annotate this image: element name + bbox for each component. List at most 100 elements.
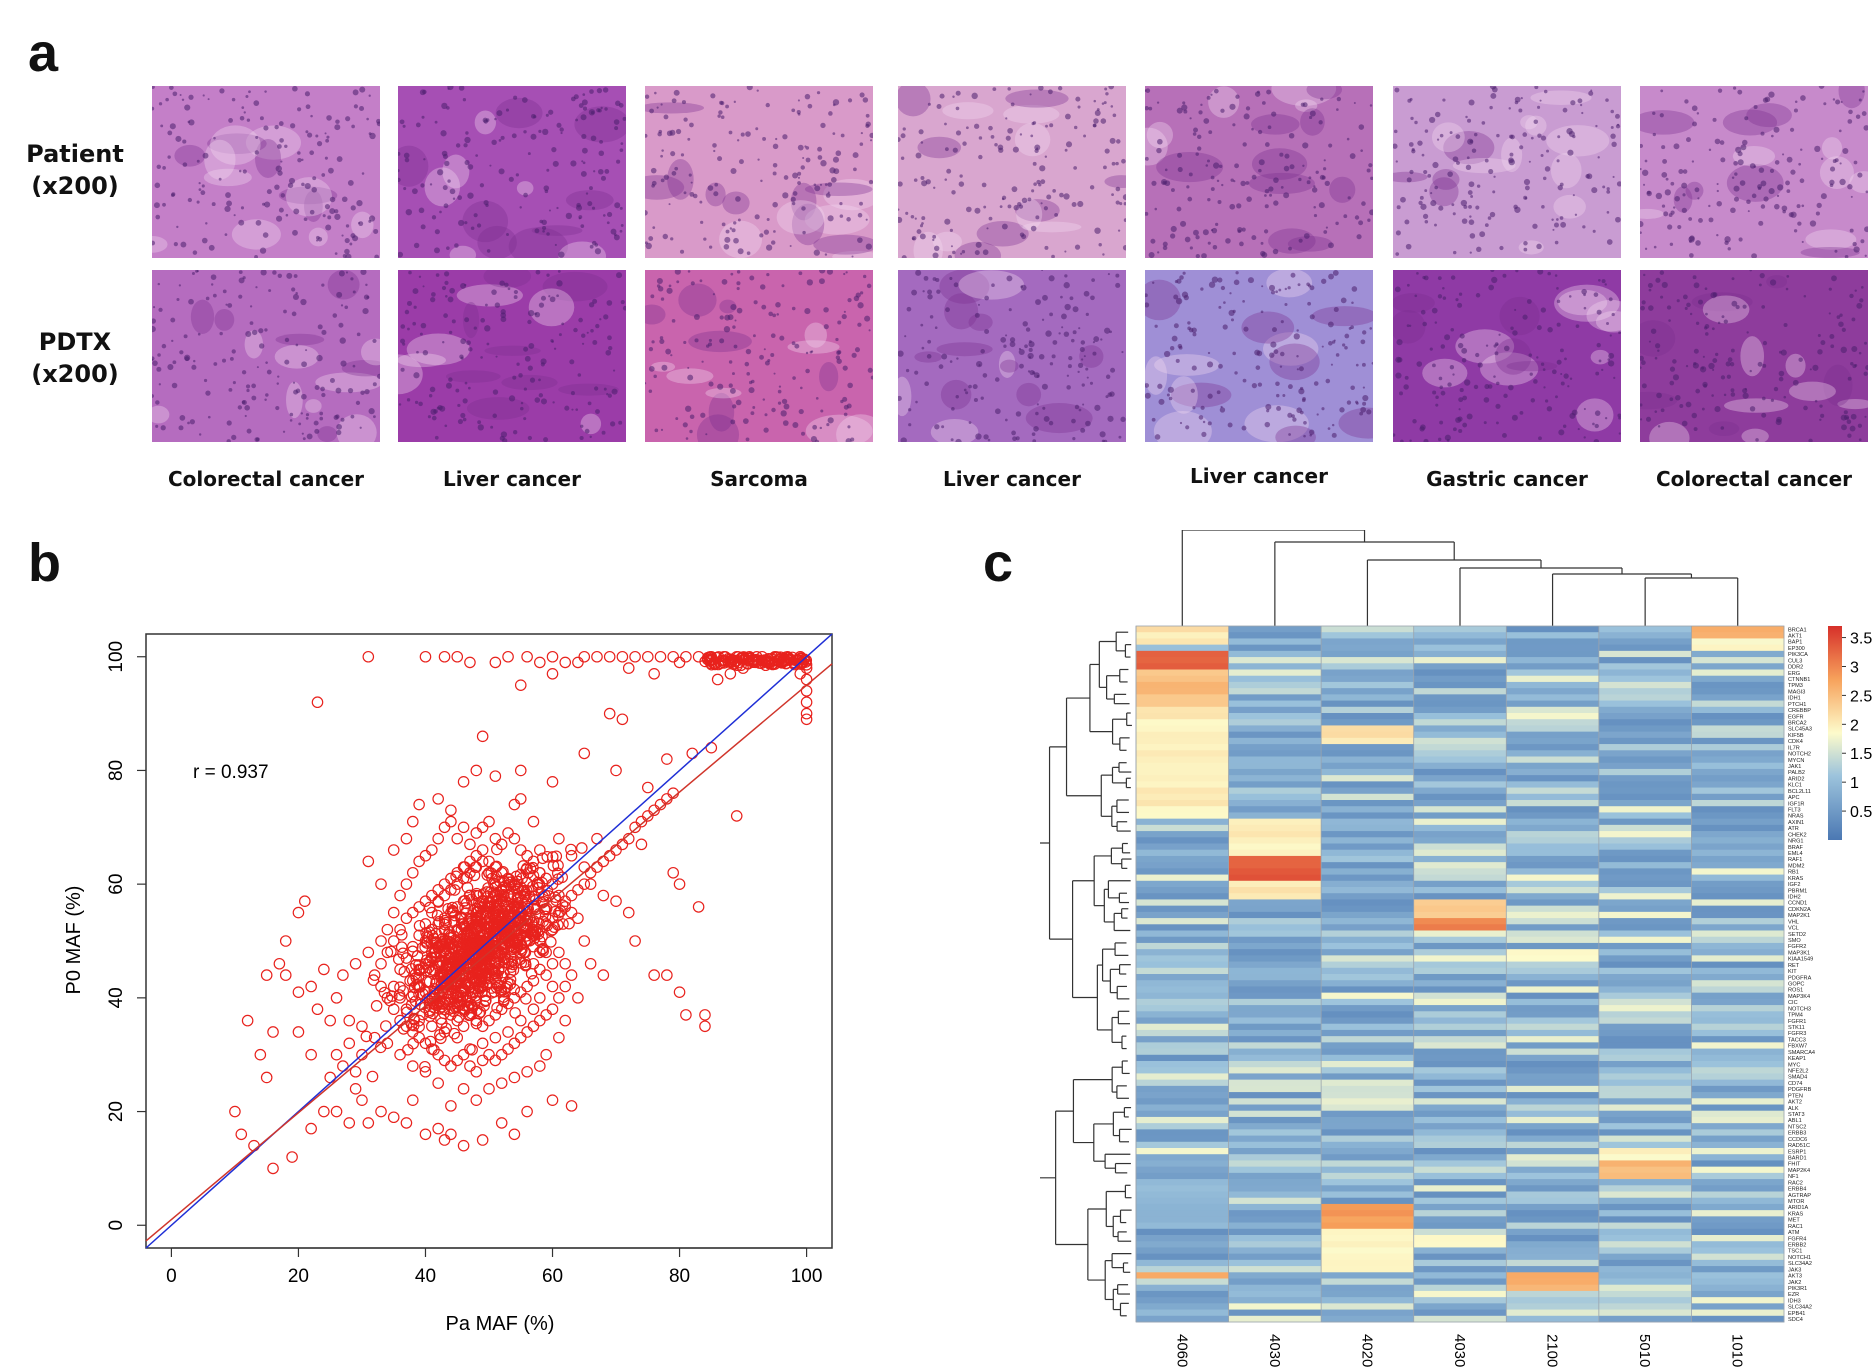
scatter-point bbox=[395, 941, 408, 953]
heatmap-cell bbox=[1506, 974, 1600, 981]
scatter-point bbox=[419, 1060, 431, 1073]
heatmap-cell bbox=[1506, 1272, 1600, 1279]
heatmap-cell bbox=[1321, 868, 1415, 875]
heatmap-cell bbox=[1136, 1266, 1229, 1273]
heatmap-cell bbox=[1691, 681, 1785, 689]
heatmap-cell bbox=[1413, 967, 1507, 975]
heatmap-cell bbox=[1413, 675, 1507, 683]
heatmap-cell bbox=[1321, 1259, 1415, 1267]
heatmap-cell bbox=[1413, 1210, 1507, 1217]
heatmap-cell bbox=[1321, 980, 1415, 987]
gene-label: SLC45A3 bbox=[1788, 727, 1812, 733]
gene-label: IDH3 bbox=[1788, 1298, 1801, 1304]
heatmap-cell bbox=[1228, 949, 1322, 956]
scatter-point bbox=[553, 946, 565, 959]
heatmap-cell bbox=[1136, 1085, 1229, 1093]
heatmap-cell bbox=[1598, 1197, 1692, 1205]
heatmap-cell bbox=[1506, 793, 1600, 801]
heatmap-cell bbox=[1136, 626, 1229, 633]
heatmap-cell bbox=[1598, 632, 1692, 639]
gene-label: SMARCA4 bbox=[1788, 1050, 1815, 1056]
heatmap-cell bbox=[1228, 911, 1322, 919]
gene-label: RAC2 bbox=[1788, 1180, 1803, 1186]
scatter-point bbox=[402, 1043, 414, 1056]
heatmap-cell bbox=[1228, 675, 1322, 683]
heatmap-cell bbox=[1228, 905, 1322, 913]
y-axis-label: P0 MAF (%) bbox=[63, 886, 85, 995]
heatmap-cell bbox=[1321, 694, 1415, 701]
heatmap-cell bbox=[1136, 843, 1229, 851]
heatmap-cell bbox=[1228, 632, 1322, 639]
heatmap-cell bbox=[1413, 992, 1507, 1000]
scatter-point bbox=[349, 1065, 362, 1078]
heatmap-cell bbox=[1506, 1309, 1600, 1317]
heatmap-cell bbox=[1228, 1079, 1322, 1087]
heatmap-column-labels: 406010 403049 402002 403033 210047 501026 1010… bbox=[1173, 1334, 1745, 1367]
heatmap-cell bbox=[1691, 1005, 1785, 1012]
scatter-point bbox=[424, 965, 437, 978]
heatmap-cell bbox=[1506, 992, 1600, 1000]
heatmap-cell bbox=[1321, 1141, 1415, 1149]
scatter-point bbox=[648, 969, 660, 981]
heatmap-cell bbox=[1506, 756, 1600, 764]
heatmap-cell bbox=[1691, 1085, 1785, 1093]
heatmap-cell bbox=[1321, 669, 1415, 677]
heatmap-cell bbox=[1228, 1110, 1322, 1118]
scatter-point bbox=[437, 966, 450, 978]
scatter-point bbox=[406, 906, 419, 919]
heatmap-cell bbox=[1413, 793, 1507, 801]
heatmap-cell bbox=[1136, 1191, 1229, 1199]
heatmap-cell bbox=[1413, 1079, 1507, 1087]
heatmap-cell bbox=[1136, 1005, 1229, 1012]
sample-id-label: 403049 bbox=[1266, 1334, 1283, 1367]
histology-image-patient bbox=[398, 86, 626, 258]
heatmap-cell bbox=[1136, 812, 1229, 820]
tumor-type-label: Colorectal cancer bbox=[167, 467, 365, 491]
heatmap-cell bbox=[1228, 681, 1322, 689]
heatmap-cell bbox=[1228, 756, 1322, 764]
heatmap-cell bbox=[1228, 1123, 1322, 1130]
heatmap-cell bbox=[1691, 632, 1785, 639]
scatter-point bbox=[438, 650, 451, 663]
heatmap-cell bbox=[1136, 1216, 1229, 1223]
heatmap-cell bbox=[1321, 719, 1415, 726]
scatter-point bbox=[279, 935, 292, 947]
gene-label: IL7R bbox=[1788, 745, 1800, 751]
heatmap-cell bbox=[1506, 1179, 1600, 1186]
gene-label: KLC1 bbox=[1788, 783, 1802, 789]
x-tick-label: 100 bbox=[791, 1266, 823, 1287]
heatmap-cell bbox=[1228, 1073, 1322, 1081]
heatmap-cell bbox=[1136, 986, 1229, 994]
heatmap-cell bbox=[1321, 787, 1415, 795]
scatter-point bbox=[434, 1029, 446, 1041]
heatmap-cell bbox=[1136, 768, 1229, 776]
heatmap-cell bbox=[1413, 905, 1507, 913]
scatter-point bbox=[502, 927, 515, 939]
heatmap-cell bbox=[1691, 1259, 1785, 1267]
heatmap-cell bbox=[1413, 719, 1507, 726]
scatter-point bbox=[508, 1128, 521, 1141]
heatmap-cell bbox=[1598, 768, 1692, 776]
gene-label: MDM2 bbox=[1788, 863, 1804, 869]
scatter-point bbox=[514, 1014, 527, 1027]
heatmap-cell bbox=[1136, 1172, 1229, 1180]
scatter-point bbox=[508, 1037, 521, 1050]
heatmap-cell bbox=[1506, 1017, 1600, 1025]
heatmap-cell bbox=[1413, 1235, 1507, 1242]
heatmap-cell bbox=[1228, 1092, 1322, 1099]
heatmap-cell bbox=[1136, 669, 1229, 677]
heatmap-cell bbox=[1136, 868, 1229, 875]
heatmap-cell bbox=[1136, 681, 1229, 689]
scatter-point bbox=[553, 1031, 565, 1044]
heatmap-cell bbox=[1136, 644, 1229, 652]
heatmap-cell bbox=[1413, 638, 1507, 646]
scatter-point bbox=[572, 992, 584, 1004]
heatmap-cell bbox=[1413, 800, 1507, 807]
gene-label: STAT3 bbox=[1788, 1112, 1805, 1118]
heatmap-cell bbox=[1598, 744, 1692, 751]
scatter-point bbox=[305, 980, 317, 993]
heatmap-cell bbox=[1321, 1309, 1415, 1317]
heatmap-cell bbox=[1228, 725, 1322, 733]
scatter-point bbox=[534, 1060, 546, 1072]
scatter-point bbox=[597, 855, 610, 868]
